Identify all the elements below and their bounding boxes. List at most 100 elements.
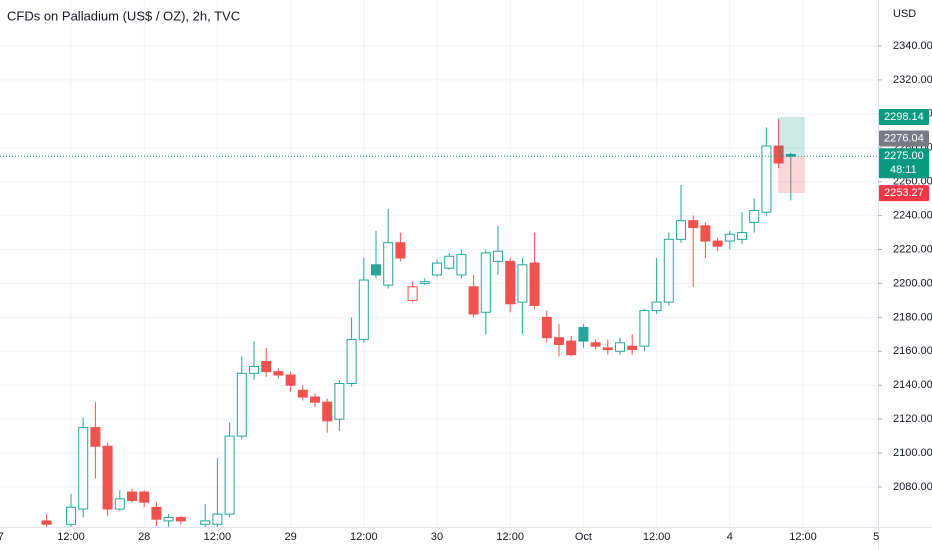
stop-zone xyxy=(777,156,805,194)
candle-body xyxy=(236,372,247,437)
y-tick-label: 2240.00 xyxy=(893,209,932,221)
candle-body xyxy=(175,517,186,522)
price-labels: 2298.14 2276.04 2253.27 2275.00 48:11 xyxy=(879,108,929,202)
candle-body xyxy=(249,366,259,374)
chart-title: CFDs on Palladium (US$ / OZ), 2h, TVC xyxy=(7,8,240,23)
price-marker-label: 2276.04 xyxy=(884,132,924,144)
candle-body xyxy=(773,145,784,164)
x-tick-label: Oct xyxy=(575,531,592,543)
candle-body xyxy=(712,240,723,247)
candle-body xyxy=(261,360,272,373)
candle-body xyxy=(480,252,491,313)
x-tick-label: 29 xyxy=(284,531,296,543)
x-tick-label: 12:00 xyxy=(350,531,378,543)
candle-body xyxy=(273,371,284,376)
candle-body xyxy=(590,342,601,347)
price-marker xyxy=(879,185,929,202)
candle-body xyxy=(212,513,223,525)
x-tick-label: 5 xyxy=(873,531,879,543)
candle-body xyxy=(285,374,296,386)
currency-label: USD xyxy=(893,8,916,20)
candle-body xyxy=(419,281,430,284)
x-tick-label: 4 xyxy=(727,531,733,543)
candle-body xyxy=(444,255,455,269)
candle-body xyxy=(724,233,735,242)
candle-body xyxy=(114,498,125,510)
candle-body xyxy=(322,401,333,422)
x-tick-label: 28 xyxy=(138,531,150,543)
candle-body xyxy=(346,338,357,385)
candle-body xyxy=(517,264,528,303)
x-tick-label: 12:00 xyxy=(57,531,85,543)
x-tick-label: 12:00 xyxy=(496,531,524,543)
candle-body xyxy=(90,427,101,447)
price-marker-label: 2253.27 xyxy=(884,187,924,199)
candle-body xyxy=(102,445,113,510)
y-tick-label: 2080.00 xyxy=(893,481,932,493)
y-tick-label: 2160.00 xyxy=(893,345,932,357)
candle-body xyxy=(554,337,564,345)
candle-body xyxy=(529,262,540,306)
target-zone xyxy=(777,116,805,157)
price-marker xyxy=(879,108,929,125)
candle-body xyxy=(676,220,686,240)
plot-area xyxy=(0,116,878,527)
candle-body xyxy=(41,520,52,525)
candle-body xyxy=(663,238,674,303)
candle-body xyxy=(566,340,577,356)
candle-body xyxy=(127,491,137,502)
candle-body xyxy=(66,506,76,525)
candle-body xyxy=(761,145,772,213)
x-tick-label: 12:00 xyxy=(643,531,671,543)
candle-body xyxy=(334,383,345,420)
candle-body xyxy=(151,506,162,520)
candle-body xyxy=(749,209,760,223)
candle-body xyxy=(432,262,442,276)
candle-body xyxy=(456,254,467,276)
y-tick-label: 2320.00 xyxy=(893,74,932,86)
candle-body xyxy=(505,260,516,305)
candle-body xyxy=(602,347,613,351)
y-tick-label: 2180.00 xyxy=(893,311,932,323)
candle-body xyxy=(615,342,625,352)
candle-body xyxy=(383,242,394,286)
candle-body xyxy=(700,225,711,242)
candle-body xyxy=(541,316,552,339)
candle-body xyxy=(688,220,699,228)
candle-body xyxy=(310,396,320,403)
y-tick-label: 2120.00 xyxy=(893,413,932,425)
candle-body xyxy=(163,517,174,522)
candle-body xyxy=(200,520,211,525)
x-tick-label: 30 xyxy=(431,531,443,543)
candle-body xyxy=(297,389,308,398)
candle-body xyxy=(627,345,638,351)
candle-body xyxy=(639,310,650,347)
y-tick-label: 2260.00 xyxy=(893,176,932,188)
candle-body xyxy=(224,435,235,515)
candle-body xyxy=(737,232,747,240)
candle-body xyxy=(651,301,662,312)
last-price-marker xyxy=(879,148,929,179)
price-marker xyxy=(879,130,929,147)
candle-body xyxy=(358,279,369,340)
candle-body xyxy=(493,250,503,262)
y-tick-label: 2200.00 xyxy=(893,277,932,289)
last-price-label: 2275.00 xyxy=(884,150,924,162)
y-tick-label: 2220.00 xyxy=(893,243,932,255)
candle-body xyxy=(578,327,589,342)
candle-body xyxy=(78,427,89,510)
candle-body xyxy=(395,242,406,259)
grid xyxy=(0,0,878,527)
candle-body xyxy=(468,286,479,315)
y-tick-label: 2140.00 xyxy=(893,379,932,391)
candle-body xyxy=(785,154,796,157)
x-tick-label: 12:00 xyxy=(204,531,232,543)
x-tick-label: 12:00 xyxy=(789,531,817,543)
y-tick-label: 2340.00 xyxy=(893,40,932,52)
countdown-label: 48:11 xyxy=(890,164,917,176)
x-tick-label: 27 xyxy=(0,531,4,543)
candle-body xyxy=(139,491,150,503)
price-marker-label: 2298.14 xyxy=(884,111,924,123)
axes: 2080.00 2100.00 2120.00 2140.00 2160.00 2180.… xyxy=(0,40,932,543)
